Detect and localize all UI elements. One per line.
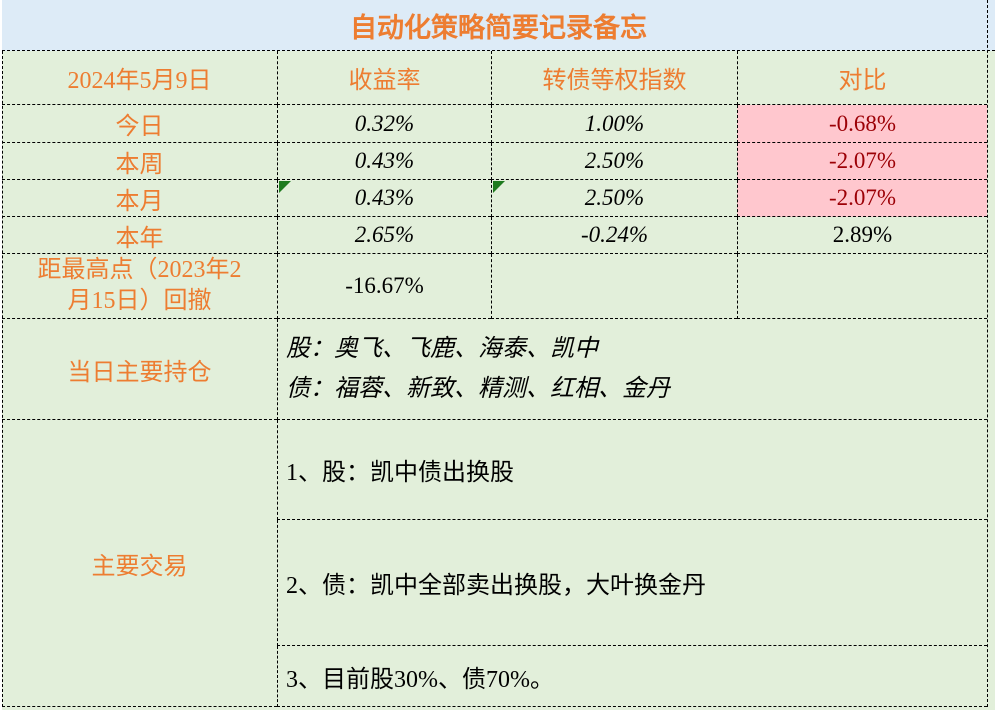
cell-flag-triangle-icon: [493, 181, 505, 193]
row-month-index[interactable]: 2.50%: [491, 180, 737, 217]
row-month-return[interactable]: 0.43%: [277, 180, 491, 217]
row-year-label[interactable]: 本年: [2, 217, 277, 254]
row-trades-item3[interactable]: 3、目前股30%、债70%。: [277, 646, 987, 707]
row-week-return[interactable]: 0.43%: [277, 143, 491, 180]
header-cell-index[interactable]: 转债等权指数: [491, 51, 737, 105]
row-month-label[interactable]: 本月: [2, 180, 277, 217]
row-month-compare[interactable]: -2.07%: [737, 180, 987, 217]
row-year-compare[interactable]: 2.89%: [737, 217, 987, 254]
drawdown-label-line1: 距最高点（2023年2: [37, 257, 242, 283]
holdings-bonds-line: 债：福蓉、新致、精测、红相、金丹: [286, 376, 670, 402]
row-trades-item1[interactable]: 1、股：凯中债出换股: [277, 420, 987, 520]
sheet-title: 自动化策略简要记录备忘: [2, 0, 995, 51]
row-drawdown-empty-index[interactable]: [491, 254, 737, 319]
row-trades-item2[interactable]: 2、债：凯中全部卖出换股，大叶换金丹: [277, 520, 987, 646]
table-left-border: [2, 51, 3, 707]
row-trades-label[interactable]: 主要交易: [2, 420, 277, 707]
row-drawdown-empty-compare[interactable]: [737, 254, 987, 319]
row-holdings-content[interactable]: 股：奥飞、飞鹿、海泰、凯中 债：福蓉、新致、精测、红相、金丹: [277, 319, 987, 420]
header-cell-return[interactable]: 收益率: [277, 51, 491, 105]
row-week-index[interactable]: 2.50%: [491, 143, 737, 180]
header-cell-date[interactable]: 2024年5月9日: [2, 51, 277, 105]
holdings-stocks-line: 股：奥飞、飞鹿、海泰、凯中: [286, 336, 598, 362]
row-today-index[interactable]: 1.00%: [491, 105, 737, 143]
row-drawdown-value[interactable]: -16.67%: [277, 254, 491, 319]
row-today-label[interactable]: 今日: [2, 105, 277, 143]
row-today-compare[interactable]: -0.68%: [737, 105, 987, 143]
row-today-return[interactable]: 0.32%: [277, 105, 491, 143]
row-week-compare[interactable]: -2.07%: [737, 143, 987, 180]
cell-flag-triangle-icon: [279, 181, 291, 193]
row-drawdown-label[interactable]: 距最高点（2023年2 月15日）回撤: [2, 254, 277, 319]
row-week-label[interactable]: 本周: [2, 143, 277, 180]
row-year-index[interactable]: -0.24%: [491, 217, 737, 254]
row-holdings-label[interactable]: 当日主要持仓: [2, 319, 277, 420]
header-cell-compare[interactable]: 对比: [737, 51, 987, 105]
drawdown-label-line2: 月15日）回撤: [67, 288, 212, 314]
table-right-border: [987, 0, 988, 707]
row-year-return[interactable]: 2.65%: [277, 217, 491, 254]
